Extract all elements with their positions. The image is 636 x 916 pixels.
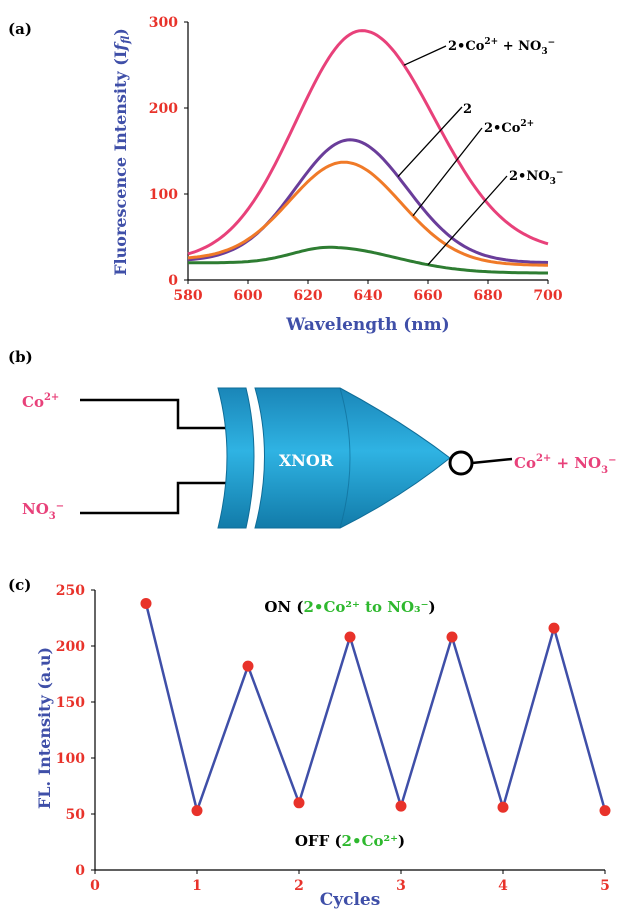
c-data-point (242, 660, 254, 672)
c-data-point (293, 797, 305, 809)
c-y-axis-title: FL. Intensity (a.u) (35, 647, 54, 809)
c-x-tick-label: 0 (90, 878, 100, 894)
a-x-tick-label: 660 (413, 288, 442, 304)
c-y-tick-label: 150 (56, 695, 85, 711)
c-y-tick-label: 100 (56, 751, 85, 767)
panel-b-label: (b) (8, 348, 33, 366)
a-y-tick-label: 300 (149, 15, 178, 31)
c-data-point (191, 805, 203, 817)
a-y-title-sub: fl (119, 36, 132, 45)
c-y-tick-label: 50 (66, 807, 86, 823)
a-x-tick-label: 620 (293, 288, 322, 304)
wire-input-1 (80, 398, 232, 430)
a-leader-line (397, 106, 463, 177)
c-x-axis-title: Cycles (320, 890, 381, 910)
a-y-title-close: ) (111, 28, 130, 36)
a-label-series-1: 2•Co2+ + NO3− (448, 37, 555, 57)
a-y-tick-label: 200 (149, 101, 178, 117)
a-label-series-2: 2 (463, 102, 472, 117)
input-2-label: NO3− (22, 500, 64, 522)
on-state-label: ON (2•Co²⁺ to NO₃⁻) (264, 598, 435, 616)
a-label-series-4: 2•NO3− (509, 168, 563, 187)
c-y-tick-label: 200 (56, 639, 85, 655)
c-series-line (144, 603, 607, 815)
logic-gate-diagram: XNOR (80, 387, 513, 529)
a-leader-line (427, 175, 508, 266)
gate-label: XNOR (279, 451, 334, 470)
a-y-title-main: Fluorescence Intensity (I (111, 51, 130, 276)
a-x-tick-label: 600 (233, 288, 262, 304)
a-y-axis-title: Fluorescence Intensity (Iffl) (111, 28, 132, 276)
wire-output (471, 457, 513, 465)
a-label-series-3: 2•Co2+ (484, 119, 534, 136)
a-series-line-3 (187, 160, 548, 267)
off-state-label: OFF (2•Co²⁺) (295, 832, 405, 850)
panel-a-label: (a) (8, 20, 32, 38)
xnor-gate-back-curve (217, 387, 255, 529)
c-data-point (446, 631, 458, 643)
a-series-line-1 (187, 29, 549, 256)
c-data-point (497, 801, 509, 813)
c-x-tick-label: 5 (600, 878, 610, 894)
a-y-title-i: f (111, 41, 130, 52)
c-y-tick-label: 250 (56, 583, 85, 599)
a-y-tick-label: 100 (149, 187, 178, 203)
a-x-tick-label: 700 (533, 288, 562, 304)
xnor-output-bubble (448, 450, 474, 476)
c-x-tick-label: 1 (192, 878, 202, 894)
c-data-point (140, 597, 152, 609)
c-data-point (344, 631, 356, 643)
c-data-point (395, 800, 407, 812)
xnor-gate-body (254, 387, 451, 529)
c-data-point (548, 622, 560, 634)
wire-input-2 (80, 481, 232, 515)
c-y-tick-label: 0 (75, 863, 85, 879)
a-leader-line (412, 127, 483, 217)
a-x-tick-label: 640 (353, 288, 382, 304)
panel-a-chart: 580 600 620 640 660 680 700 0 100 200 300 (149, 15, 563, 304)
a-x-axis-title: Wavelength (nm) (285, 315, 449, 335)
output-label: Co2+ + NO3− (514, 453, 616, 476)
a-series-line-4 (188, 245, 548, 275)
a-x-tick-label: 680 (473, 288, 502, 304)
panel-c-label: (c) (8, 576, 31, 594)
c-x-tick-label: 4 (498, 878, 508, 894)
a-leader-line (403, 45, 447, 66)
a-x-tick-label: 580 (173, 288, 202, 304)
input-1-label: Co2+ (22, 392, 59, 411)
c-data-point (599, 805, 611, 817)
a-y-tick-label: 0 (168, 273, 178, 289)
c-x-tick-label: 3 (396, 878, 406, 894)
c-x-tick-label: 2 (294, 878, 304, 894)
